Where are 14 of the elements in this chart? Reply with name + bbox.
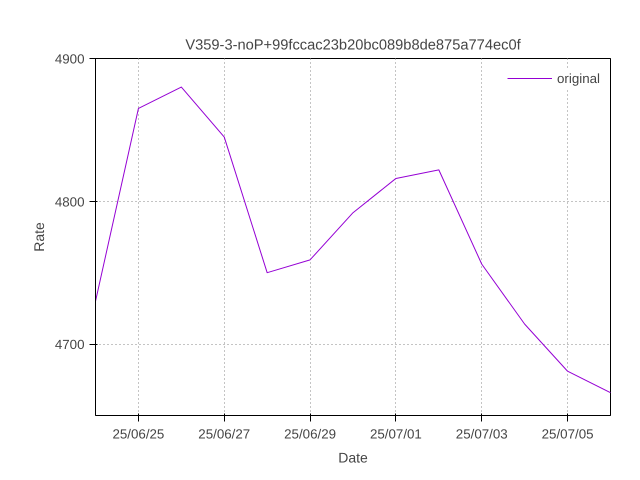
y-tick-label: 4700	[54, 337, 85, 352]
y-axis-title: Rate	[30, 222, 47, 252]
x-tick-label: 25/07/01	[370, 426, 422, 442]
x-tick-label: 25/06/27	[198, 426, 250, 442]
x-tick-label: 25/07/03	[456, 426, 508, 442]
x-axis-title: Date	[338, 450, 368, 466]
x-tick-label: 25/07/05	[542, 426, 594, 442]
x-tick-label: 25/06/29	[284, 426, 336, 442]
x-tick-label: 25/06/25	[112, 426, 164, 442]
line-series	[96, 86, 610, 394]
y-tick-label: 4800	[54, 194, 85, 210]
chart-title: V359-3-noP+99fccac23b20bc089b8de875a774ec0f	[185, 38, 522, 54]
legend-label: original	[557, 70, 600, 86]
y-tick-label: 4900	[54, 52, 85, 66]
